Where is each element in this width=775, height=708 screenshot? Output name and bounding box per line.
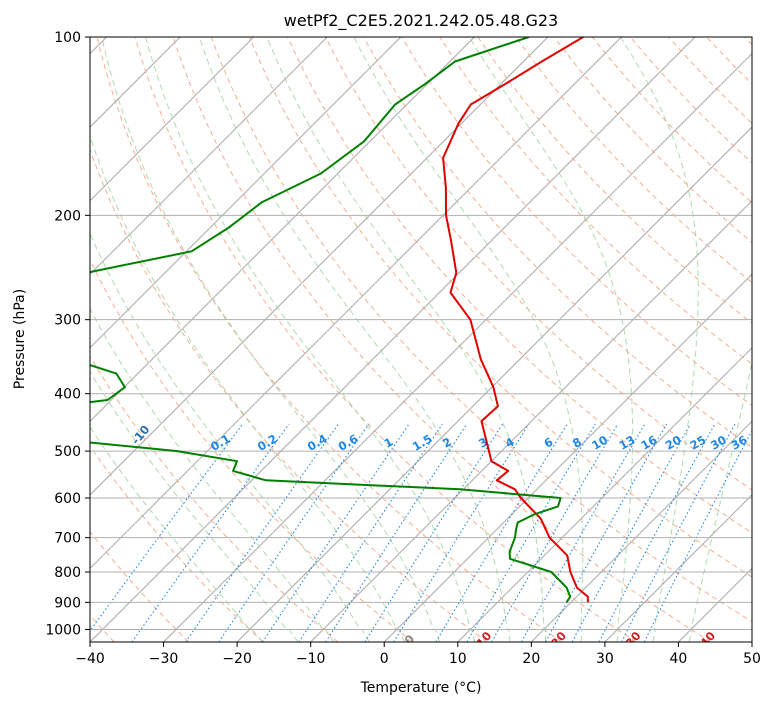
mixing-ratio-label: 10 bbox=[589, 433, 610, 453]
chart-title: wetPf2_C2E5.2021.242.05.48.G23 bbox=[284, 11, 558, 31]
moist-adiabat bbox=[90, 426, 263, 642]
mixing-ratio-line bbox=[364, 423, 504, 642]
dry-adiabat bbox=[90, 355, 339, 642]
isotherm-line bbox=[457, 347, 752, 642]
dry-adiabat bbox=[90, 531, 190, 642]
moist-adiabat bbox=[198, 37, 511, 642]
x-tick-label: −20 bbox=[222, 651, 252, 667]
dry-adiabat bbox=[90, 258, 413, 642]
moist-adiabat bbox=[468, 37, 634, 642]
isotherm-line bbox=[90, 37, 549, 496]
plot-frame bbox=[89, 36, 753, 643]
y-tick-label: 500 bbox=[54, 444, 81, 460]
mixing-ratio-line bbox=[643, 429, 752, 642]
dry-adiabat bbox=[210, 37, 752, 623]
isotherm-line bbox=[163, 52, 752, 642]
moist-adiabat bbox=[90, 370, 299, 642]
y-tick-label: 100 bbox=[54, 30, 81, 46]
mixing-ratio-label: 36 bbox=[729, 433, 750, 453]
dry-adiabat bbox=[172, 37, 712, 642]
x-tick-label: −30 bbox=[149, 651, 179, 667]
x-axis-label: Temperature (°C) bbox=[360, 680, 482, 696]
moist-adiabat bbox=[90, 232, 370, 642]
moist-adiabat bbox=[145, 37, 476, 642]
isotherm-line bbox=[90, 37, 402, 349]
y-tick-label: 700 bbox=[54, 531, 81, 547]
profile-series bbox=[90, 37, 589, 603]
y-tick-label: 600 bbox=[54, 491, 81, 507]
y-tick-label: 1000 bbox=[45, 622, 81, 638]
x-tick-label: 0 bbox=[380, 651, 389, 667]
moist-adiabat bbox=[101, 37, 441, 642]
mixing-ratio-label: 20 bbox=[663, 433, 684, 453]
mixing-ratio-line bbox=[598, 423, 716, 642]
mixing-ratio-label: 13 bbox=[617, 433, 638, 453]
mixing-ratio-line bbox=[521, 423, 646, 642]
y-tick-label: 800 bbox=[54, 565, 81, 581]
mixing-ratio-line bbox=[435, 423, 568, 642]
moist-adiabat bbox=[688, 360, 752, 642]
x-tick-label: 10 bbox=[449, 651, 467, 667]
isotherm-line bbox=[90, 37, 622, 570]
y-axis-ticks: 100 200 300 400 500 600 700 800 900 1000 bbox=[45, 30, 90, 638]
isotherm-line bbox=[90, 37, 255, 202]
background-reference-lines bbox=[90, 37, 752, 642]
mixing-ratio-line bbox=[545, 423, 668, 642]
mixing-ratio-label: 25 bbox=[687, 433, 708, 453]
isotherm-line bbox=[90, 37, 475, 423]
dry-adiabat bbox=[90, 445, 264, 642]
isotherm-line bbox=[90, 37, 696, 642]
dry-adiabat bbox=[134, 37, 637, 642]
adiabat-label: 0 bbox=[401, 632, 417, 647]
mixing-ratio-line bbox=[571, 423, 691, 642]
mixing-ratio-label: 30 bbox=[708, 433, 729, 453]
dry-adiabat bbox=[286, 37, 752, 534]
isotherm-line bbox=[530, 420, 752, 642]
isotherm-line bbox=[383, 273, 752, 642]
dry-adiabat bbox=[515, 37, 752, 284]
dry-adiabat bbox=[439, 37, 752, 365]
y-tick-label: 200 bbox=[54, 208, 81, 224]
y-tick-label: 900 bbox=[54, 595, 81, 611]
dry-adiabat bbox=[96, 37, 562, 642]
plot-area bbox=[90, 37, 752, 642]
x-tick-label: 20 bbox=[522, 651, 540, 667]
temperature-profile-line bbox=[442, 37, 589, 603]
x-tick-label: −10 bbox=[296, 651, 326, 667]
mixing-ratio-label: 16 bbox=[639, 433, 660, 453]
dry-adiabat bbox=[248, 37, 752, 578]
x-tick-label: 50 bbox=[743, 651, 761, 667]
moist-adiabat bbox=[90, 134, 405, 642]
mixing-ratio-line bbox=[218, 423, 370, 642]
moist-adiabat bbox=[266, 37, 546, 642]
isotherm-line bbox=[604, 494, 752, 642]
y-axis-label: Pressure (hPa) bbox=[12, 289, 28, 389]
dry-adiabat bbox=[90, 148, 488, 642]
pressure-gridlines bbox=[90, 37, 752, 630]
isotherm-line bbox=[90, 37, 328, 275]
isotherm-line bbox=[236, 126, 752, 642]
dewpoint-profile-line bbox=[90, 37, 572, 603]
mixing-ratio-line bbox=[262, 423, 410, 642]
x-tick-label: 30 bbox=[596, 651, 614, 667]
x-tick-label: −40 bbox=[75, 651, 105, 667]
y-tick-label: 300 bbox=[54, 313, 81, 329]
mixing-ratio-line bbox=[185, 423, 339, 642]
x-tick-label: 40 bbox=[670, 651, 688, 667]
x-axis-ticks: −40 −30 −20 −10 0 10 20 30 40 50 bbox=[75, 642, 761, 667]
dry-adiabat bbox=[401, 37, 752, 407]
moist-adiabat bbox=[90, 307, 335, 642]
mixing-ratio-line bbox=[621, 423, 736, 642]
mixing-ratio-line bbox=[393, 423, 530, 642]
moist-adiabat bbox=[620, 37, 699, 642]
y-tick-label: 400 bbox=[54, 387, 81, 403]
mixing-ratio-line bbox=[466, 423, 596, 642]
